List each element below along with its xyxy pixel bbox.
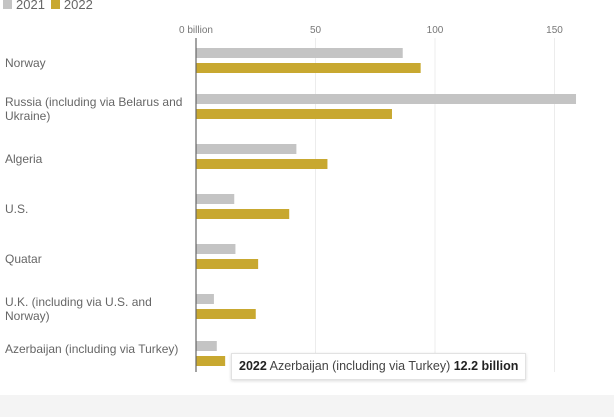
category-label: Norway (5, 56, 46, 70)
category-label: Algeria (5, 152, 43, 166)
legend-swatch-2021 (3, 0, 12, 9)
x-tick-label: 100 (427, 25, 444, 36)
bar-2022[interactable] (196, 309, 256, 319)
legend-label-2021: 2021 (16, 0, 45, 12)
bar-2021[interactable] (196, 94, 577, 104)
bar-2022[interactable] (196, 209, 290, 219)
tooltip: 2022 Azerbaijan (including via Turkey) 1… (231, 353, 527, 380)
x-tick-label: 150 (546, 25, 563, 36)
legend-item-2022[interactable]: 2022 (50, 0, 93, 12)
tooltip-year: 2022 (239, 359, 267, 373)
footer-band (0, 395, 614, 417)
bar-2021[interactable] (196, 48, 403, 58)
legend-item-2021[interactable]: 2021 (3, 0, 45, 12)
category-label: U.S. (5, 202, 29, 216)
bar-2021[interactable] (196, 144, 297, 154)
bar-2021[interactable] (196, 244, 236, 254)
bar-2022[interactable] (196, 63, 421, 73)
legend-swatch-2022 (50, 0, 60, 9)
tooltip-value: 12.2 billion (453, 359, 519, 373)
bar-2021[interactable] (196, 194, 235, 204)
bar-2022[interactable] (196, 159, 328, 169)
x-tick-label: 50 (310, 25, 322, 36)
category-label: Russia (including via Belarus and Ukrain… (5, 95, 183, 123)
bar-2022[interactable] (196, 109, 392, 119)
category-label: Quatar (5, 252, 42, 266)
bar-2021[interactable] (196, 341, 217, 351)
legend: 2021 2022 (3, 0, 99, 12)
x-tick-label: 0 billion (179, 25, 213, 36)
category-label: U.K. (including via U.S. and Norway) (5, 295, 152, 323)
tooltip-category: Azerbaijan (including via Turkey) (269, 359, 451, 373)
bar-2022[interactable] (196, 259, 259, 269)
legend-label-2022: 2022 (63, 0, 93, 12)
category-label: Azerbaijan (including via Turkey) (5, 342, 179, 356)
bar-2021[interactable] (196, 294, 214, 304)
bar-2022[interactable] (196, 356, 226, 366)
